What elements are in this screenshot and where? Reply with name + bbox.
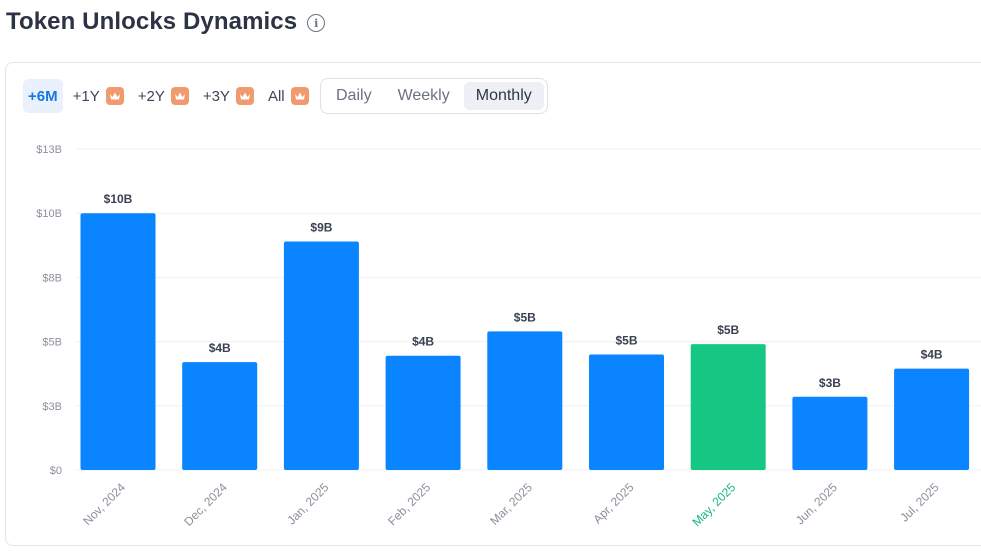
bar-may-2025[interactable] [690, 344, 766, 470]
range-button-label: All [267, 87, 285, 105]
title-row: Token Unlocks Dynamics i [6, 8, 326, 36]
bar-apr-2025[interactable] [589, 354, 664, 470]
bar-jun-2025[interactable] [792, 396, 868, 470]
range-button-label: +6M [28, 87, 58, 105]
bar-nov-2024[interactable] [80, 213, 156, 470]
period-selector: Daily Weekly Monthly [320, 78, 548, 114]
x-tick-label: Feb, 2025 [385, 480, 433, 528]
range-button-plus-6m[interactable]: +6M [23, 79, 63, 113]
x-tick-label: Dec, 2024 [181, 480, 230, 529]
range-button-label: +1Y [72, 87, 100, 105]
x-tick-label: Apr, 2025 [590, 480, 636, 526]
range-button-label: +3Y [202, 87, 230, 105]
data-label: $4B [921, 348, 943, 362]
y-tick-label: $8B [42, 272, 62, 284]
data-label: $5B [615, 333, 637, 347]
y-tick-label: $13B [36, 144, 62, 156]
y-tick-label: $5B [42, 337, 62, 349]
data-label: $9B [310, 220, 332, 234]
crown-icon [105, 87, 124, 105]
bar-chart: $0 $3B $5B $8B $10B $13B $10B Nov, 2024 $4B Dec, … [36, 144, 981, 529]
y-tick-label: $0 [50, 465, 62, 477]
x-tick-label: Nov, 2024 [80, 480, 128, 528]
period-button-weekly[interactable]: Weekly [397, 87, 450, 104]
bar-jul-2025[interactable] [894, 368, 970, 470]
range-button-all[interactable]: All [264, 79, 313, 113]
range-selector: +6M +1Y +2Y +3Y All [23, 79, 313, 113]
y-tick-label: $10B [36, 208, 62, 220]
range-button-plus-1y[interactable]: +1Y [69, 79, 128, 113]
range-button-label: +2Y [137, 87, 165, 105]
range-button-plus-2y[interactable]: +2Y [134, 79, 193, 113]
data-label: $5B [514, 310, 536, 324]
x-tick-label: Jan, 2025 [284, 480, 331, 527]
range-button-plus-3y[interactable]: +3Y [199, 79, 258, 113]
chart-card: +6M +1Y +2Y +3Y All Daily Weekly Monthly $0 $3B… [5, 62, 981, 546]
x-tick-label: Jul, 2025 [897, 480, 942, 525]
period-button-monthly[interactable]: Monthly [463, 82, 544, 110]
data-label: $3B [819, 376, 841, 390]
crown-icon [170, 87, 189, 105]
info-icon[interactable]: i [307, 14, 326, 32]
crown-icon [235, 87, 254, 105]
bar-mar-2025[interactable] [487, 331, 563, 470]
crown-icon [290, 87, 309, 105]
bar-jan-2025[interactable] [283, 241, 359, 470]
data-label: $4B [412, 335, 434, 349]
data-label: $5B [717, 323, 739, 337]
y-tick-label: $3B [42, 401, 62, 413]
data-label: $4B [209, 341, 231, 355]
page-title: Token Unlocks Dynamics [6, 8, 298, 35]
bar-dec-2024[interactable] [182, 362, 258, 470]
x-tick-label: May, 2025 [689, 480, 738, 529]
x-tick-label: Jun, 2025 [793, 480, 840, 527]
data-label: $10B [104, 192, 133, 206]
bar-feb-2025[interactable] [385, 355, 461, 470]
x-tick-label: Mar, 2025 [487, 480, 535, 528]
period-button-daily[interactable]: Daily [336, 87, 372, 104]
